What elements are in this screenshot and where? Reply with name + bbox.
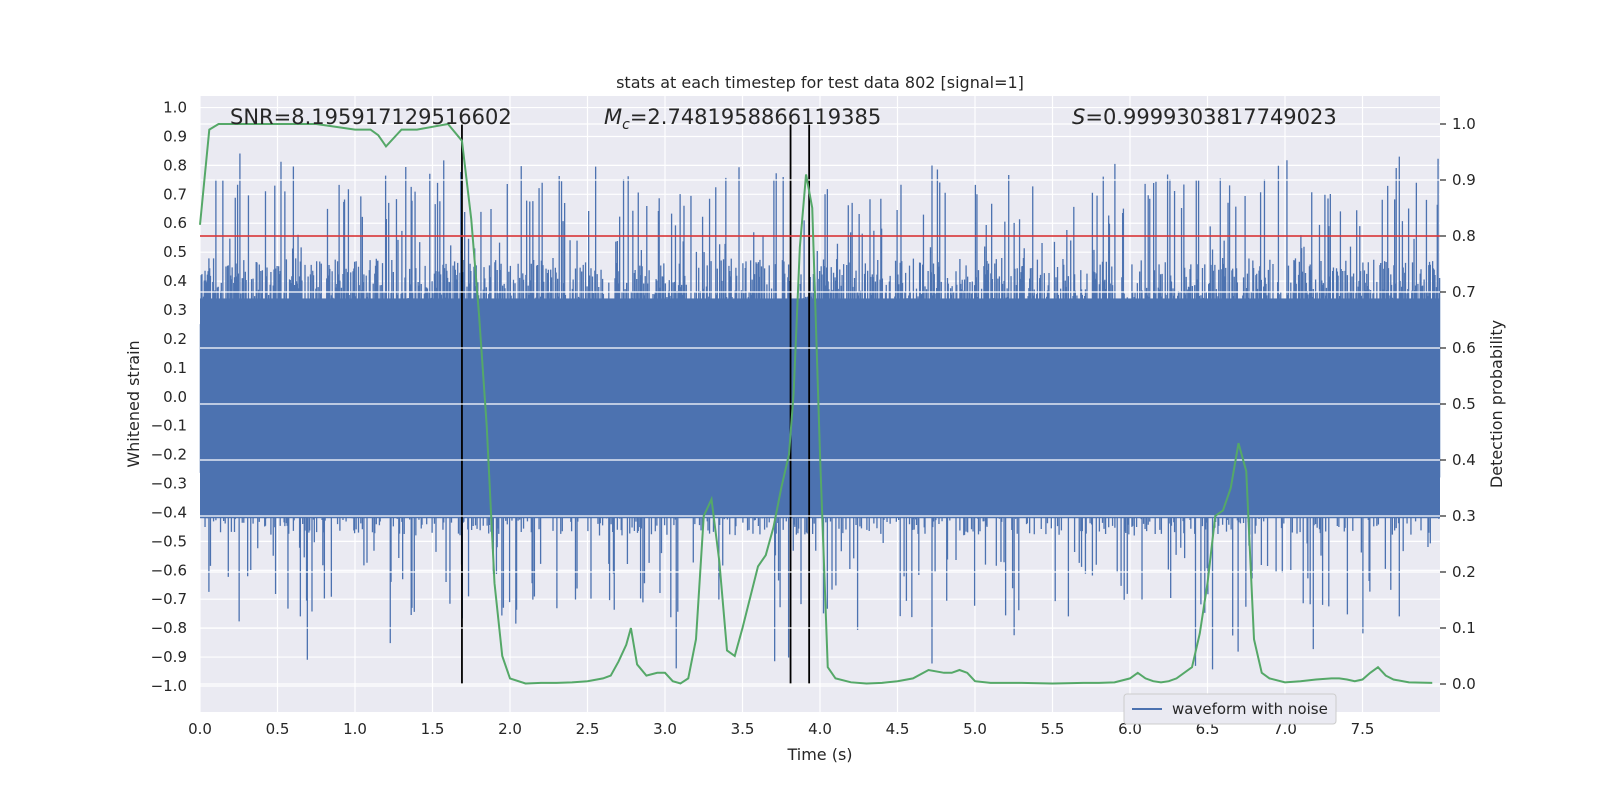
x-tick-label: 2.0: [498, 720, 522, 738]
y-tick-label-right: 0.0: [1452, 675, 1476, 693]
x-tick-label: 2.5: [576, 720, 600, 738]
y-tick-label-right: 0.1: [1452, 619, 1476, 637]
waveform-core: [200, 298, 1440, 519]
chart-title: stats at each timestep for test data 802…: [616, 73, 1024, 92]
x-tick-label: 1.5: [421, 720, 445, 738]
probability-series: [199, 122, 1433, 685]
y-tick-label-right: 0.2: [1452, 563, 1476, 581]
y-axis-label-right: Detection probability: [1487, 320, 1506, 488]
y-tick-label-left: 0.5: [163, 243, 187, 261]
y-tick-label-left: −0.9: [151, 648, 187, 666]
y-tick-label-left: 0.0: [163, 388, 187, 406]
legend-box: [1123, 693, 1337, 725]
x-tick-label: 0.0: [188, 720, 212, 738]
y-tick-label-left: 0.8: [163, 156, 187, 174]
y-tick-label-right: 0.9: [1452, 171, 1476, 189]
y-tick-label-right: 0.6: [1452, 339, 1476, 357]
score-annotation: S=0.9999303817749023: [1072, 105, 1337, 129]
snr-annotation: SNR=8.195917129516602: [230, 105, 512, 129]
legend-label: waveform with noise: [1172, 700, 1328, 718]
threshold-line: [200, 123, 1440, 685]
chirp-mass-annotation: Mc=2.7481958866119385: [604, 105, 881, 133]
y-tick-label-left: 1.0: [163, 99, 187, 117]
x-tick-label: 7.5: [1351, 720, 1375, 738]
y-ticks-right: 1.0 0.9 0.8 0.7 0.6 0.5 0.4 0.3 0.2 0.1 0.0: [1440, 115, 1476, 693]
y-tick-label-right: 0.4: [1452, 451, 1476, 469]
y-tick-label-left: 0.1: [163, 359, 187, 377]
y-tick-label-left: −0.7: [151, 590, 187, 608]
x-tick-label: 4.5: [886, 720, 910, 738]
y-tick-label-left: −0.5: [151, 532, 187, 550]
y-tick-label-left: −0.4: [151, 503, 187, 521]
y-tick-label-right: 0.7: [1452, 283, 1476, 301]
x-tick-label: 1.0: [343, 720, 367, 738]
y-tick-label-right: 0.8: [1452, 227, 1476, 245]
score-symbol: S: [1072, 105, 1085, 129]
y-tick-label-right: 0.5: [1452, 395, 1476, 413]
chirp-mass-value: =2.7481958866119385: [630, 105, 881, 129]
x-tick-label: 5.5: [1041, 720, 1065, 738]
y-tick-label-right: 0.3: [1452, 507, 1476, 525]
y-tick-label-left: 0.7: [163, 185, 187, 203]
chirp-mass-symbol: M: [604, 105, 622, 129]
y-tick-label-left: −0.1: [151, 417, 187, 435]
y-tick-label-left: 0.9: [163, 127, 187, 145]
y-tick-label-left: 0.4: [163, 272, 187, 290]
x-tick-label: 3.0: [653, 720, 677, 738]
probability-line: [199, 122, 1433, 685]
y-tick-label-left: −0.3: [151, 475, 187, 493]
y-ticks-left: 1.0 0.9 0.8 0.7 0.6 0.5 0.4 0.3 0.2 0.1 0.0 −0.1 −0.…: [151, 99, 187, 695]
x-tick-label: 0.5: [266, 720, 290, 738]
chirp-mass-subscript: c: [622, 117, 630, 133]
y-tick-label-left: 0.6: [163, 214, 187, 232]
y-axis-label-left: Whitened strain: [124, 340, 143, 467]
y-tick-label-left: 0.3: [163, 301, 187, 319]
legend: waveform with noise: [1123, 693, 1337, 725]
y-tick-label-left: −1.0: [151, 677, 187, 695]
score-value: =0.9999303817749023: [1085, 105, 1336, 129]
y-tick-label-right: 1.0: [1452, 115, 1476, 133]
x-tick-label: 4.0: [808, 720, 832, 738]
y-tick-label-left: −0.8: [151, 619, 187, 637]
y-tick-label-left: −0.2: [151, 446, 187, 464]
x-tick-label: 5.0: [963, 720, 987, 738]
x-axis-label: Time (s): [786, 745, 852, 764]
y-tick-label-left: −0.6: [151, 561, 187, 579]
y-tick-label-left: 0.2: [163, 330, 187, 348]
x-tick-label: 3.5: [731, 720, 755, 738]
